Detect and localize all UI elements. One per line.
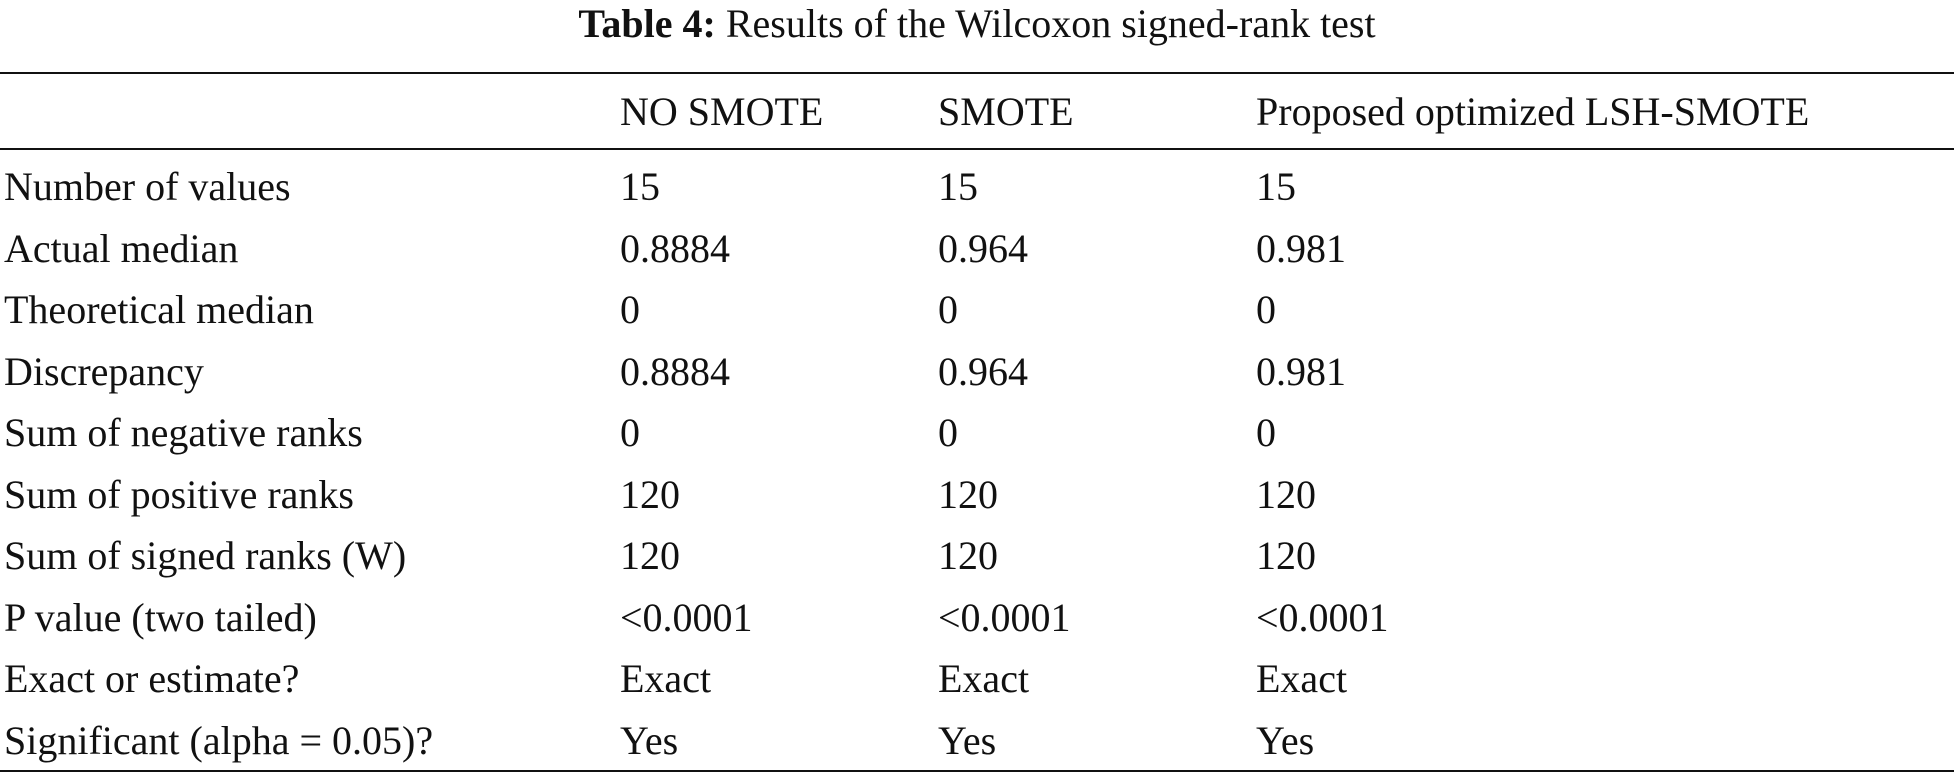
table-cell: 15 [620, 164, 660, 209]
caption-text: Results of the Wilcoxon signed-rank test [725, 1, 1376, 46]
table-cell: Yes [938, 717, 997, 763]
table-cell: 15 [938, 164, 978, 209]
row-label: Discrepancy [4, 348, 204, 394]
table-cell: Exact [938, 656, 1030, 701]
table-row: Exact or estimate? Exact Exact Exact [0, 648, 1954, 710]
table-cell: Exact [1256, 656, 1348, 701]
table-row: Theoretical median 0 0 0 [0, 279, 1954, 341]
header-cell [0, 74, 616, 148]
header-rule [0, 148, 1954, 150]
table-cell: 0 [938, 410, 958, 455]
row-label: Actual median [4, 225, 239, 271]
results-table: NO SMOTE SMOTE Proposed optimized LSH-SM… [0, 74, 1954, 771]
table-row: Discrepancy 0.8884 0.964 0.981 [0, 341, 1954, 403]
table-cell: 120 [620, 471, 680, 517]
header-cell-no-smote: NO SMOTE [620, 88, 824, 134]
table-cell: Yes [620, 717, 679, 763]
table-row: P value (two tailed) <0.0001 <0.0001 <0.… [0, 587, 1954, 649]
row-label: Number of values [4, 164, 291, 209]
row-label: Significant (alpha = 0.05)? [4, 717, 434, 763]
row-label: Exact or estimate? [4, 656, 300, 701]
table-cell: 0 [620, 410, 640, 455]
table-cell: Yes [1256, 717, 1315, 763]
row-label: Sum of positive ranks [4, 471, 354, 517]
row-label: Sum of signed ranks (W) [4, 533, 407, 578]
table-row: Sum of negative ranks 0 0 0 [0, 402, 1954, 464]
table-row: Significant (alpha = 0.05)? Yes Yes Yes [0, 710, 1954, 772]
table-cell: 0.964 [938, 348, 1028, 394]
table-cell: 0 [620, 287, 640, 332]
table-cell: 0 [938, 287, 958, 332]
row-label: Sum of negative ranks [4, 410, 363, 455]
table-cell: <0.0001 [620, 594, 753, 640]
table-cell: 0.8884 [620, 225, 730, 271]
table-cell: 120 [1256, 471, 1316, 517]
table-cell: 0.981 [1256, 348, 1346, 394]
table-cell: 0 [1256, 410, 1276, 455]
caption-label: Table 4: [578, 1, 716, 46]
table-cell: 120 [938, 471, 998, 517]
table-row: Number of values 15 15 15 [0, 148, 1954, 218]
table-cell: 0.981 [1256, 225, 1346, 271]
table-row: Sum of positive ranks 120 120 120 [0, 464, 1954, 526]
table-cell: 15 [1256, 164, 1296, 209]
table-cell: 120 [620, 533, 680, 578]
top-rule [0, 72, 1954, 74]
table-cell: 120 [938, 533, 998, 578]
table-cell: 0.8884 [620, 348, 730, 394]
table-row: Actual median 0.8884 0.964 0.981 [0, 218, 1954, 280]
table-caption: Table 4: Results of the Wilcoxon signed-… [0, 0, 1954, 48]
table-cell: 0.964 [938, 225, 1028, 271]
table-cell: 0 [1256, 287, 1276, 332]
header-row: NO SMOTE SMOTE Proposed optimized LSH-SM… [0, 74, 1954, 148]
header-cell-proposed: Proposed optimized LSH-SMOTE [1256, 88, 1810, 134]
bottom-rule [0, 770, 1954, 772]
table-row: Sum of signed ranks (W) 120 120 120 [0, 525, 1954, 587]
table-cell: <0.0001 [1256, 594, 1389, 640]
table-cell: 120 [1256, 533, 1316, 578]
row-label: P value (two tailed) [4, 594, 317, 640]
row-label: Theoretical median [4, 287, 314, 332]
table-cell: <0.0001 [938, 594, 1071, 640]
header-cell-smote: SMOTE [938, 88, 1074, 134]
table-cell: Exact [620, 656, 712, 701]
